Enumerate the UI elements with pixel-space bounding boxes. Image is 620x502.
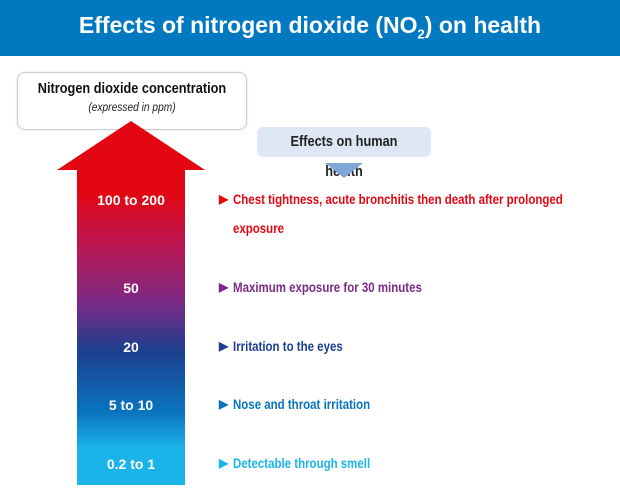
- triangle-bullet-icon: ▶: [219, 397, 229, 411]
- level-concentration: 20: [123, 339, 139, 355]
- triangle-bullet-icon: ▶: [219, 280, 229, 294]
- triangle-bullet-icon: ▶: [219, 192, 229, 206]
- effects-label-box: Effects on human health: [257, 127, 431, 180]
- level-concentration: 50: [123, 280, 139, 296]
- down-triangle-icon: [325, 163, 363, 178]
- page-title: Effects of nitrogen dioxide (NO2) on hea…: [0, 0, 620, 56]
- effect-item: ▶ Irritation to the eyes: [219, 332, 599, 361]
- level-concentration: 0.2 to 1: [106, 456, 156, 472]
- effect-item: ▶ Chest tightness, acute bronchitis then …: [219, 185, 599, 243]
- title-subscript: 2: [417, 26, 425, 42]
- concentration-title: Nitrogen dioxide concentration: [37, 80, 227, 97]
- triangle-bullet-icon: ▶: [219, 339, 229, 353]
- title-text-end: ) on health: [424, 12, 542, 38]
- concentration-label-box: Nitrogen dioxide concentration (expresse…: [17, 72, 247, 130]
- effect-item: ▶ Detectable through smell: [219, 449, 599, 478]
- effects-title: Effects on human health: [290, 133, 398, 180]
- effect-item: ▶ Maximum exposure for 30 minutes: [219, 273, 599, 302]
- level-concentration: 5 to 10: [108, 397, 154, 413]
- level-concentration: 100 to 200: [97, 192, 165, 208]
- concentration-unit: (expressed in ppm): [88, 100, 176, 114]
- triangle-bullet-icon: ▶: [219, 456, 229, 470]
- effect-item: ▶ Nose and throat irritation: [219, 390, 599, 419]
- title-text: Effects of nitrogen dioxide (NO: [78, 12, 418, 38]
